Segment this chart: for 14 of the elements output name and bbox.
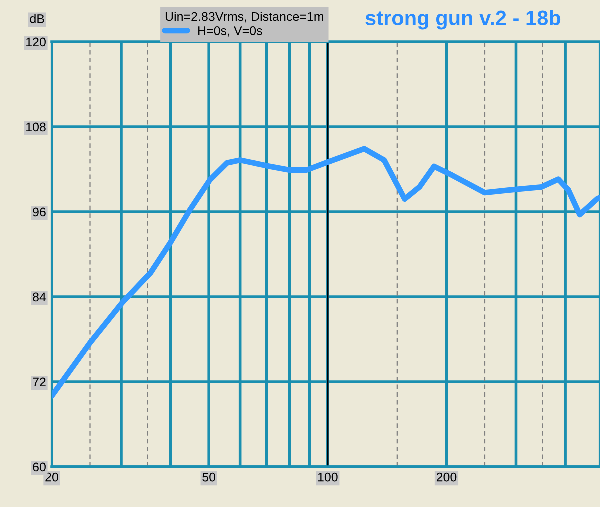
chart-title: strong gun v.2 - 18b: [366, 10, 561, 30]
x-tick-label: 200: [436, 472, 457, 482]
legend-label: H=0s, V=0s: [198, 26, 262, 37]
y-tick-label: 60: [33, 462, 46, 472]
y-tick-label: 120: [26, 38, 46, 47]
y-tick-label: 72: [33, 378, 46, 387]
y-tick-label: 96: [33, 208, 46, 217]
x-tick-label: 100: [318, 472, 338, 482]
y-axis-title: dB: [30, 14, 44, 24]
x-tick-label: 50: [202, 472, 216, 482]
y-tick-label: 108: [26, 122, 46, 132]
x-tick-label: 20: [46, 472, 58, 482]
y-tick-label: 84: [33, 292, 46, 302]
legend-title: Uin=2.83Vrms, Distance=1m: [166, 12, 324, 23]
